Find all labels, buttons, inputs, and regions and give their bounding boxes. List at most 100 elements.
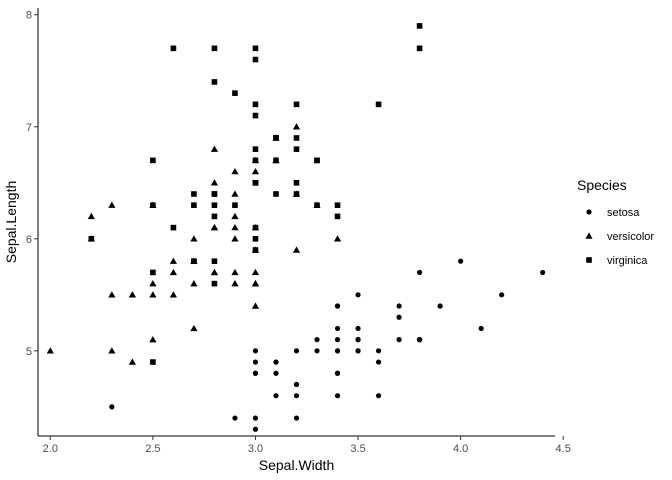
data-point-setosa (334, 348, 341, 354)
data-point-virginica (232, 202, 238, 208)
data-point-setosa (355, 348, 361, 354)
data-point-setosa (396, 314, 402, 320)
data-point-setosa (314, 337, 320, 343)
data-point-virginica (191, 258, 197, 265)
data-point-virginica (191, 191, 197, 197)
x-axis-ticks: 2.0 2.5 3.0 3.5 4.0 4.5 (43, 436, 571, 455)
data-point-setosa (293, 348, 300, 354)
data-point-virginica (211, 45, 218, 52)
data-point-virginica (170, 45, 177, 52)
x-tick-label: 4.5 (556, 443, 571, 455)
data-point-virginica (273, 135, 279, 141)
data-point-virginica (150, 269, 156, 276)
data-point-versicolor (149, 291, 157, 298)
data-point-virginica (252, 56, 259, 63)
data-point-virginica (273, 191, 279, 197)
data-point-setosa (355, 325, 361, 332)
data-point-setosa (458, 258, 464, 264)
x-axis-title: Sepal.Width (259, 457, 334, 473)
data-point-versicolor (190, 235, 198, 242)
data-point-virginica (416, 45, 423, 52)
data-point-virginica (293, 146, 300, 152)
data-point-virginica (170, 224, 177, 231)
data-point-virginica (150, 359, 156, 365)
data-point-virginica (252, 101, 259, 108)
data-point-setosa (396, 303, 402, 309)
data-point-virginica (293, 101, 300, 108)
legend-label-virginica: virginica (607, 255, 648, 267)
data-point-versicolor (210, 145, 219, 152)
data-point-virginica (232, 90, 238, 96)
data-point-setosa (355, 337, 361, 343)
data-point-virginica (211, 280, 218, 287)
data-point-versicolor (210, 224, 219, 231)
data-point-versicolor (108, 347, 116, 354)
x-tick-label: 3.0 (248, 443, 263, 455)
legend-items: setosa versicolor virginica (585, 207, 654, 267)
data-point-setosa (293, 415, 300, 421)
x-tick-label: 4.0 (453, 443, 468, 455)
data-point-versicolor (46, 347, 54, 354)
data-point-virginica (416, 23, 423, 29)
legend-key-versicolor (585, 232, 593, 239)
data-point-setosa (540, 269, 546, 276)
data-point-setosa (252, 426, 259, 432)
data-point-versicolor (231, 190, 239, 197)
legend-label-setosa: setosa (607, 207, 640, 219)
data-point-virginica (252, 45, 259, 52)
y-axis-title: Sepal.Length (3, 181, 19, 264)
data-point-setosa (416, 269, 423, 276)
legend-key-setosa (586, 209, 592, 215)
data-point-versicolor (169, 268, 178, 276)
legend-key-virginica (586, 257, 592, 263)
data-point-setosa (334, 303, 341, 309)
data-point-versicolor (231, 268, 239, 276)
data-point-versicolor (87, 212, 95, 220)
data-point-versicolor (292, 246, 301, 253)
data-point-virginica (273, 157, 279, 164)
data-point-virginica (314, 202, 320, 208)
data-point-virginica (252, 157, 259, 164)
data-point-versicolor (210, 179, 219, 186)
y-tick-label: 8 (26, 10, 32, 22)
data-point-versicolor (210, 268, 219, 276)
data-point-setosa (334, 325, 341, 332)
data-point-virginica (211, 191, 218, 197)
data-point-versicolor (108, 291, 116, 298)
data-point-versicolor (149, 280, 157, 287)
data-point-setosa (252, 359, 259, 365)
data-point-versicolor (128, 291, 136, 298)
data-point-setosa (293, 393, 300, 399)
y-axis-ticks: 5 6 7 8 (26, 10, 38, 358)
data-point-setosa (232, 415, 238, 421)
data-point-setosa (478, 325, 484, 332)
data-point-virginica (293, 135, 300, 141)
data-point-virginica (88, 236, 95, 242)
data-point-setosa (252, 370, 259, 376)
data-point-versicolor (128, 358, 136, 365)
data-point-setosa (252, 348, 259, 354)
data-point-versicolor (231, 224, 239, 231)
data-point-setosa (314, 348, 320, 354)
data-point-versicolor (231, 280, 239, 287)
data-point-versicolor (231, 235, 239, 242)
data-point-virginica (252, 112, 259, 119)
data-point-setosa (396, 337, 402, 343)
data-point-virginica (375, 101, 382, 108)
data-point-setosa (416, 337, 423, 343)
data-point-setosa (334, 337, 341, 343)
data-point-virginica (211, 202, 218, 208)
data-point-virginica (252, 247, 259, 253)
data-point-setosa (273, 359, 279, 365)
data-point-versicolor (292, 123, 301, 130)
data-point-virginica (211, 79, 218, 85)
data-point-versicolor (231, 212, 239, 220)
data-points-layer (46, 23, 546, 432)
data-point-setosa (355, 292, 361, 298)
data-point-setosa (334, 393, 341, 399)
data-point-versicolor (333, 235, 342, 242)
data-point-setosa (375, 348, 382, 354)
data-point-virginica (252, 236, 259, 242)
